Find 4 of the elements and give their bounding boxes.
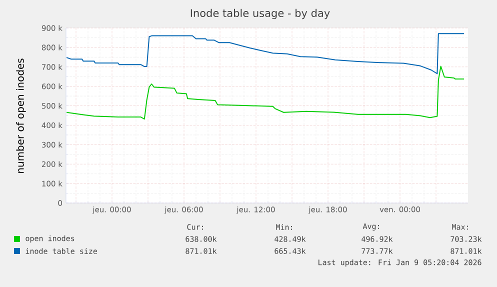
line-series bbox=[66, 66, 465, 120]
chart-title: Inode table usage - by day bbox=[190, 8, 330, 20]
y-axis-title: number of open inodes bbox=[16, 58, 26, 173]
line-series bbox=[66, 33, 465, 74]
